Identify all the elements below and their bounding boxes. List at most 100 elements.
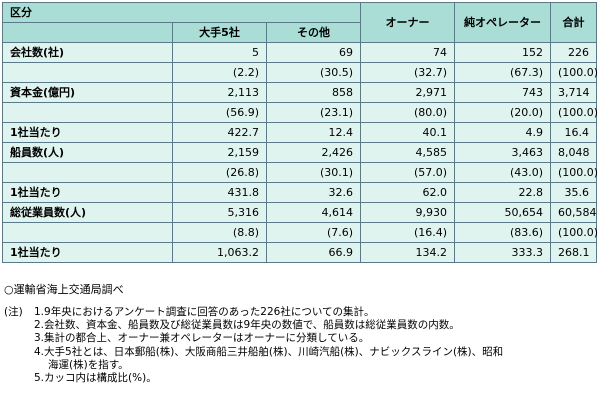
header-total: 合計 <box>550 2 598 43</box>
row-label-empty <box>2 102 173 123</box>
table-cell: 22.8 <box>454 182 552 203</box>
header-owner: オーナー <box>360 2 456 43</box>
table-cell: 134.2 <box>360 242 456 263</box>
table-cell: 62.0 <box>360 182 456 203</box>
table-row: 資本金(億円) 2,113 858 2,971 743 3,714 <box>2 82 598 103</box>
table-wrapper: 区分 オーナー 純オペレーター 合計 大手5社 その他 会社数(社) 5 69 74 1… <box>1 2 598 263</box>
table-cell: 858 <box>265 82 362 103</box>
table-cell: 2,971 <box>360 82 456 103</box>
table-cell: (67.3) <box>454 62 552 83</box>
row-label: 総従業員数(人) <box>2 202 173 223</box>
table-cell: (83.6) <box>454 222 552 243</box>
row-label-empty <box>2 222 173 243</box>
header-big5: 大手5社 <box>172 22 267 43</box>
table-cell: (100.0) <box>550 102 598 123</box>
table-row: (8.8) (7.6) (16.4) (83.6) (100.0) <box>2 222 598 243</box>
row-label: 船員数(人) <box>2 142 173 163</box>
table-cell: 333.3 <box>454 242 552 263</box>
table-row: 1社当たり 431.8 32.6 62.0 22.8 35.6 <box>2 182 598 203</box>
note-line-6: 5.カッコ内は構成比(%)。 <box>4 372 503 385</box>
table-cell: 743 <box>454 82 552 103</box>
note-line-4: 4.大手5社とは、日本郵船(株)、大阪商船三井船舶(株)、川崎汽船(株)、ナビッ… <box>4 346 503 359</box>
table-cell: (56.9) <box>172 102 267 123</box>
table-row: 1社当たり 1,063.2 66.9 134.2 333.3 268.1 <box>2 242 598 263</box>
table-cell: 431.8 <box>172 182 267 203</box>
header-blank <box>2 22 173 43</box>
table-cell: (16.4) <box>360 222 456 243</box>
table-cell: (100.0) <box>550 222 598 243</box>
table-cell: 226 <box>550 42 598 63</box>
table-cell: (100.0) <box>550 162 598 183</box>
table-cell: 5,316 <box>172 202 267 223</box>
table-row: (26.8) (30.1) (57.0) (43.0) (100.0) <box>2 162 598 183</box>
table-cell: 2,113 <box>172 82 267 103</box>
table-cell: 66.9 <box>265 242 362 263</box>
table-cell: (26.8) <box>172 162 267 183</box>
table-cell: 422.7 <box>172 122 267 143</box>
table-cell: (8.8) <box>172 222 267 243</box>
row-label: 資本金(億円) <box>2 82 173 103</box>
per-company-label: 1社当たり <box>2 242 173 263</box>
table-row: 1社当たり 422.7 12.4 40.1 4.9 16.4 <box>2 122 598 143</box>
notes-prefix: (注) <box>4 306 23 318</box>
note-item: 1.9年央におけるアンケート調査に回答のあった226社についての集計。 <box>34 306 375 318</box>
table-cell: (23.1) <box>265 102 362 123</box>
note-item: 5.カッコ内は構成比(%)。 <box>34 372 157 385</box>
note-line-2: 2.会社数、資本金、船員数及び総従業員数は9年央の数値で、船員数は総従業員数の内… <box>4 319 503 332</box>
note-item: 4.大手5社とは、日本郵船(株)、大阪商船三井船舶(株)、川崎汽船(株)、ナビッ… <box>34 345 504 358</box>
table-cell: 1,063.2 <box>172 242 267 263</box>
note-line-3: 3.集計の都合上、オーナー兼オペレーターはオーナーに分類している。 <box>4 332 503 345</box>
header-category: 区分 <box>1 2 362 23</box>
table-row: 船員数(人) 2,159 2,426 4,585 3,463 8,048 <box>2 142 598 163</box>
header-row-1: 区分 オーナー 純オペレーター 合計 <box>1 2 598 43</box>
table-cell: 12.4 <box>265 122 362 143</box>
table-cell: (20.0) <box>454 102 552 123</box>
table-cell: 4,585 <box>360 142 456 163</box>
data-table: 区分 オーナー 純オペレーター 合計 大手5社 その他 会社数(社) 5 69 74 1… <box>1 2 598 263</box>
table-cell: (57.0) <box>360 162 456 183</box>
table-row: (2.2) (30.5) (32.7) (67.3) (100.0) <box>2 62 598 83</box>
table-cell: (32.7) <box>360 62 456 83</box>
table-body: 区分 オーナー 純オペレーター 合計 大手5社 その他 会社数(社) 5 69 74 1… <box>1 2 598 263</box>
header-others: その他 <box>265 22 362 43</box>
row-label-empty <box>2 162 173 183</box>
table-cell: 3,463 <box>454 142 552 163</box>
table-cell: (80.0) <box>360 102 456 123</box>
note-item: 海運(株)を指す。 <box>48 358 129 371</box>
table-cell: 4,614 <box>265 202 362 223</box>
table-cell: 152 <box>454 42 552 63</box>
table-row: 総従業員数(人) 5,316 4,614 9,930 50,654 60,584 <box>2 202 598 223</box>
note-line-5: 海運(株)を指す。 <box>4 359 503 372</box>
table-cell: 60,584 <box>550 202 598 223</box>
note-item: 3.集計の都合上、オーナー兼オペレーターはオーナーに分類している。 <box>34 332 370 345</box>
table-cell: 5 <box>172 42 267 63</box>
table-cell: 3,714 <box>550 82 598 103</box>
row-label-empty <box>2 62 173 83</box>
table-cell: (30.1) <box>265 162 362 183</box>
table-row: 会社数(社) 5 69 74 152 226 <box>2 42 598 63</box>
table-cell: 50,654 <box>454 202 552 223</box>
source-note: ○運輸省海上交通局調べ <box>4 283 124 296</box>
table-cell: (43.0) <box>454 162 552 183</box>
table-cell: 35.6 <box>550 182 598 203</box>
table-cell: (30.5) <box>265 62 362 83</box>
header-pure-operator: 純オペレーター <box>454 2 552 43</box>
table-cell: 40.1 <box>360 122 456 143</box>
table-cell: 2,426 <box>265 142 362 163</box>
table-cell: (100.0) <box>550 62 598 83</box>
table-cell: 9,930 <box>360 202 456 223</box>
per-company-label: 1社当たり <box>2 182 173 203</box>
note-line-1: (注) 1.9年央におけるアンケート調査に回答のあった226社についての集計。 <box>4 306 503 319</box>
notes-block: (注) 1.9年央におけるアンケート調査に回答のあった226社についての集計。 2… <box>4 306 503 385</box>
table-cell: 32.6 <box>265 182 362 203</box>
per-company-label: 1社当たり <box>2 122 173 143</box>
table-row: (56.9) (23.1) (80.0) (20.0) (100.0) <box>2 102 598 123</box>
table-cell: 8,048 <box>550 142 598 163</box>
row-label: 会社数(社) <box>2 42 173 63</box>
table-cell: 4.9 <box>454 122 552 143</box>
table-cell: 2,159 <box>172 142 267 163</box>
table-cell: 268.1 <box>550 242 598 263</box>
table-cell: (2.2) <box>172 62 267 83</box>
table-cell: 69 <box>265 42 362 63</box>
table-cell: (7.6) <box>265 222 362 243</box>
